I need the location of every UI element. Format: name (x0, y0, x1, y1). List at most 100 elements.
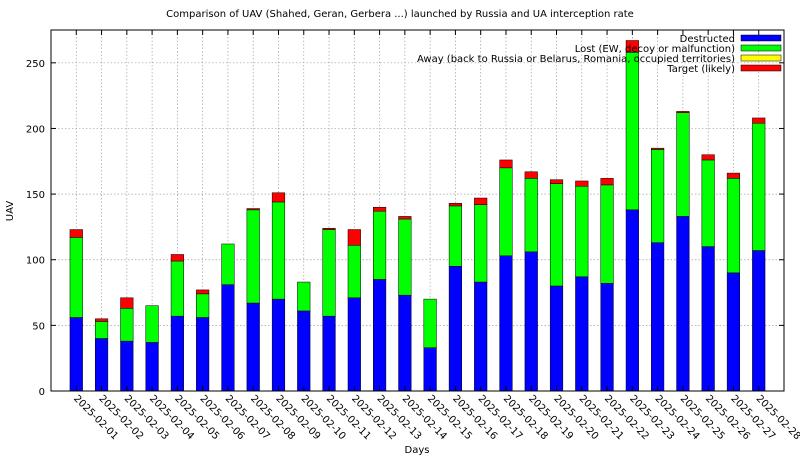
bar-segment-series-0 (246, 302, 260, 392)
y-tick-label: 50 (32, 321, 45, 332)
y-tick-label: 150 (26, 190, 45, 201)
bar-segment-series-1 (69, 237, 83, 318)
legend-swatch-series-3 (740, 64, 782, 72)
y-axis-label: UAV (5, 201, 16, 222)
bar-segment-series-1 (170, 260, 184, 317)
bar-segment-series-0 (196, 317, 210, 392)
grid (51, 30, 784, 391)
bar-segment-series-0 (423, 347, 437, 392)
bar-segment-series-3 (575, 180, 589, 187)
bar-segment-series-0 (752, 250, 766, 392)
plot-frame (50, 29, 785, 392)
legend-label-series-0: Destructed (680, 34, 735, 45)
bar-segment-series-3 (752, 117, 766, 124)
bar-segment-series-0 (676, 216, 690, 392)
bar-segment-series-0 (474, 281, 488, 392)
bar-segment-series-3 (499, 159, 513, 169)
bar-segment-series-3 (651, 147, 665, 150)
bar-segment-series-3 (94, 318, 109, 322)
x-axis-label: Days (405, 445, 430, 456)
y-axis-ticks: 0 50 100 150 200 250 (26, 59, 784, 398)
bar-segment-series-1 (474, 204, 488, 283)
bar-segment-series-0 (398, 294, 412, 392)
legend-swatch-series-1 (740, 44, 782, 52)
bar-segment-series-1 (549, 183, 564, 287)
bar-segment-series-1 (600, 184, 614, 284)
bar-segment-series-0 (347, 297, 361, 392)
bar-segment-series-0 (499, 255, 513, 392)
bar-segment-series-1 (297, 281, 311, 312)
bar-segment-series-3 (69, 229, 83, 238)
bar-segment-series-3 (676, 111, 690, 113)
bar-segment-series-0 (575, 276, 589, 392)
bar-segment-series-3 (448, 203, 462, 207)
bar-segment-series-3 (196, 289, 210, 295)
bar-segment-series-3 (120, 297, 134, 309)
bar-segment-series-1 (625, 52, 639, 211)
bar-segment-series-1 (347, 245, 361, 299)
bar-segment-series-3 (347, 229, 361, 246)
bar-segment-series-1 (701, 159, 715, 247)
bar-segment-series-0 (120, 340, 134, 392)
bar-segment-series-3 (170, 254, 184, 262)
bar-segment-series-3 (373, 206, 387, 212)
bar-segment-series-1 (246, 209, 260, 304)
y-tick-label: 250 (26, 59, 45, 70)
y-tick-label: 100 (26, 256, 45, 267)
bar-segment-series-1 (423, 298, 437, 348)
bar-segment-series-3 (322, 227, 336, 230)
bar-segment-series-1 (499, 167, 513, 257)
bar-segment-series-1 (373, 210, 387, 280)
bar-segment-series-3 (246, 208, 260, 211)
bar-segment-series-0 (221, 284, 235, 392)
bar-segment-series-1 (322, 229, 336, 317)
bar-segment-series-1 (752, 122, 766, 251)
bar-segment-series-1 (448, 205, 462, 267)
bar-segment-series-0 (625, 209, 639, 392)
bar-segment-series-0 (701, 246, 715, 392)
bar-segment-series-0 (549, 285, 564, 392)
bar-segment-series-1 (398, 218, 412, 296)
bar-segment-series-0 (726, 272, 741, 392)
bar-segment-series-0 (600, 283, 614, 392)
bar-segment-series-1 (221, 243, 235, 285)
chart-title: Comparison of UAV (Shahed, Geran, Gerber… (166, 9, 634, 20)
bar-segment-series-3 (549, 179, 564, 184)
y-tick-label: 0 (39, 387, 45, 398)
legend-label-series-1: Lost (EW, decoy or malfunction) (575, 44, 735, 55)
bar-segment-series-0 (145, 342, 159, 392)
bars (69, 40, 766, 392)
bar-segment-series-1 (145, 305, 159, 343)
bar-segment-series-3 (524, 171, 538, 179)
bar-segment-series-1 (524, 178, 538, 253)
bar-segment-series-0 (297, 310, 311, 392)
bar-segment-series-0 (170, 315, 184, 392)
bar-segment-series-3 (398, 216, 412, 220)
legend-label-series-2: Away (back to Russia or Belarus, Romania… (417, 54, 735, 65)
bar-segment-series-1 (651, 149, 665, 243)
y-tick-label: 200 (26, 124, 45, 135)
bar-segment-series-3 (271, 192, 286, 203)
bar-segment-series-0 (373, 279, 387, 392)
bar-segment-series-3 (474, 197, 488, 205)
bar-segment-series-0 (69, 317, 83, 392)
bar-segment-series-0 (271, 298, 286, 392)
bar-segment-series-3 (600, 178, 614, 186)
bar-segment-series-3 (625, 40, 639, 53)
bar-segment-series-0 (94, 338, 109, 392)
bar-segment-series-0 (651, 242, 665, 392)
legend-swatch-series-0 (740, 34, 782, 42)
legend-swatch-series-2 (740, 54, 782, 62)
bar-segment-series-1 (676, 112, 690, 217)
bar-segment-series-1 (271, 201, 286, 300)
bar-segment-series-1 (575, 185, 589, 278)
bar-segment-series-3 (701, 154, 715, 161)
bar-segment-series-0 (524, 251, 538, 392)
bar-segment-series-1 (94, 321, 109, 339)
bar-segment-series-0 (448, 266, 462, 392)
bar-segment-series-1 (726, 178, 741, 274)
bar-segment-series-1 (196, 293, 210, 318)
bar-segment-series-0 (322, 315, 336, 392)
